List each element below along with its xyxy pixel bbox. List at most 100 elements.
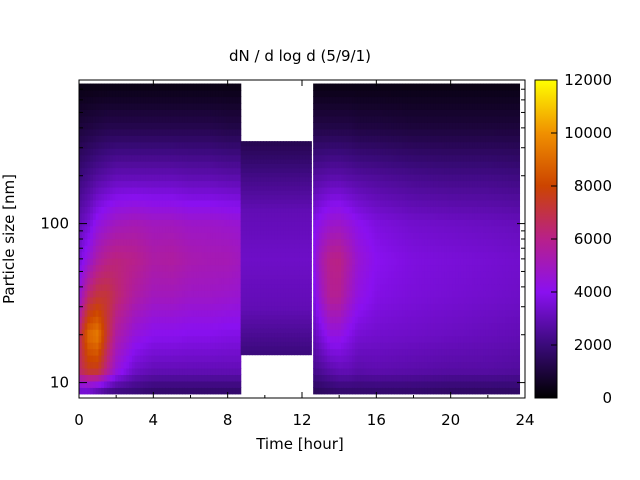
heatmap-cell [274,190,278,196]
heatmap-cell [246,221,250,227]
heatmap-cell [332,180,337,188]
heatmap-cell [260,274,264,280]
heatmap-cell [288,256,293,262]
heatmap-cell [226,135,231,143]
heatmap-cell [207,245,211,253]
heatmap-cell [90,135,94,143]
heatmap-cell [243,283,247,289]
heatmap-cell [187,251,192,259]
heatmap-cell [280,256,284,262]
heatmap-cell [357,206,362,214]
heatmap-cell [115,174,119,182]
heatmap-cell [240,181,245,187]
heatmap-cell [263,279,267,285]
heatmap-cell [243,150,247,156]
heatmap-cell [165,316,169,324]
heatmap-cell [223,109,228,117]
heatmap-cell [204,161,208,169]
heatmap-cell [193,148,197,156]
heatmap-cell [260,310,264,316]
heatmap-cell [357,102,362,110]
heatmap-cell [302,163,307,169]
heatmap-cell [305,256,310,262]
heatmap-cell [204,193,208,201]
heatmap-cell [346,102,350,110]
heatmap-cell [363,296,367,304]
heatmap-cell [237,219,242,227]
heatmap-cell [327,212,331,220]
heatmap-cell [223,277,228,285]
heatmap-cell [260,194,264,200]
heatmap-cell [201,148,206,156]
heatmap-cell [332,380,337,388]
heatmap-cell [193,251,197,259]
heatmap-cell [308,221,312,227]
heatmap-cell [207,387,211,395]
heatmap-cell [104,174,108,182]
heatmap-cell [90,290,94,298]
heatmap-cell [79,193,83,201]
heatmap-cell [260,261,264,267]
heatmap-cell [240,154,245,160]
heatmap-cell [308,323,312,329]
heatmap-cell [221,271,225,279]
heatmap-cell [173,283,178,291]
heatmap-cell [302,274,307,280]
heatmap-cell [283,247,287,253]
heatmap-cell [170,141,175,149]
heatmap-cell [140,102,144,110]
heatmap-cell [123,374,127,382]
heatmap-cell [285,154,290,160]
heatmap-cell [143,335,147,343]
heatmap-cell [223,193,228,201]
heatmap-cell [79,90,83,98]
heatmap-cell [81,303,86,311]
heatmap-cell [129,335,133,343]
heatmap-cell [81,283,86,291]
heatmap-cell [221,283,225,291]
heatmap-cell [308,198,312,205]
heatmap-cell [140,322,144,330]
heatmap-cell [159,193,164,201]
heatmap-cell [159,290,164,298]
heatmap-cell [343,212,348,220]
heatmap-cell [285,163,290,169]
heatmap-cell [170,186,175,195]
heatmap-cell [182,90,186,98]
heatmap-cell [151,251,155,259]
heatmap-cell [187,167,192,175]
heatmap-cell [193,186,197,195]
heatmap-cell [154,122,158,130]
heatmap-cell [137,232,141,240]
heatmap-cell [187,335,192,343]
heatmap-cell [329,167,334,175]
heatmap-cell [92,122,97,130]
heatmap-cell [280,247,284,253]
heatmap-cell [79,296,83,304]
heatmap-cell [280,252,284,258]
heatmap-cell [123,329,127,337]
heatmap-cell [349,374,353,382]
heatmap-cell [357,83,362,91]
heatmap-cell [201,141,206,149]
heatmap-cell [196,271,200,279]
heatmap-cell [257,314,262,320]
heatmap-cell [294,332,298,338]
heatmap-cell [243,292,247,298]
heatmap-cell [109,90,114,98]
heatmap-cell [341,206,345,214]
heatmap-cell [318,102,323,110]
heatmap-cell [280,212,284,218]
heatmap-cell [237,161,242,169]
heatmap-cell [168,212,172,220]
heatmap-cell [115,374,119,382]
heatmap-cell [126,83,130,91]
heatmap-cell [237,96,242,104]
heatmap-cell [182,167,186,175]
heatmap-cell [315,122,320,130]
heatmap-cell [81,115,86,123]
heatmap-cell [129,283,133,291]
heatmap-cell [354,199,359,207]
heatmap-cell [137,90,141,98]
heatmap-cell [297,279,301,285]
